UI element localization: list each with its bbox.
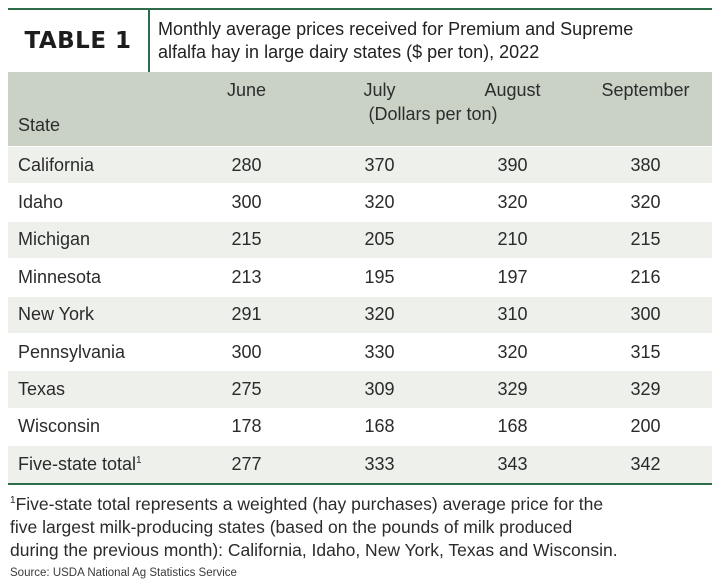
source-note: Source: USDA National Ag Statistics Serv…	[10, 566, 237, 579]
price-cell: 320	[313, 295, 446, 334]
price-cell: 216	[579, 258, 712, 297]
state-cell: Wisconsin	[8, 407, 180, 446]
price-cell: 168	[313, 407, 446, 446]
price-cell: 215	[180, 220, 313, 259]
price-cell: 277	[180, 445, 313, 483]
table-row: Pennsylvania 300 330 320 315	[8, 332, 712, 371]
table-row: Five-state total1 277 333 343 342	[8, 445, 712, 483]
price-cell: 168	[446, 407, 579, 446]
price-cell: 197	[446, 258, 579, 297]
caption-line-2: alfalfa hay in large dairy states ($ per…	[158, 42, 540, 62]
state-name: California	[18, 154, 95, 175]
price-cell: 280	[180, 145, 313, 184]
state-name: Wisconsin	[18, 416, 101, 437]
price-cell: 320	[579, 183, 712, 222]
price-cell: 320	[446, 183, 579, 222]
table-caption: Monthly average prices received for Prem…	[150, 10, 712, 72]
state-name: New York	[18, 304, 95, 325]
price-cell: 380	[579, 145, 712, 184]
state-cell: Minnesota	[8, 258, 180, 297]
state-cell: Pennsylvania	[8, 332, 180, 371]
table-body: California 280 370 390 380 Idaho 300 320 320 320 M…	[8, 145, 712, 483]
price-cell: 329	[446, 370, 579, 409]
price-cell: 213	[180, 258, 313, 297]
month-header: September	[601, 80, 690, 100]
state-name: Minnesota	[18, 266, 102, 287]
units-label: (Dollars per ton)	[368, 104, 498, 124]
price-cell: 300	[180, 183, 313, 222]
table-row: California 280 370 390 380	[8, 145, 712, 184]
price-cell: 205	[313, 220, 446, 259]
price-cell: 370	[313, 145, 446, 184]
title-band: TABLE 1 Monthly average prices received …	[8, 8, 712, 72]
bottom-rule	[8, 482, 712, 485]
price-cell: 215	[579, 220, 712, 259]
state-name: Idaho	[18, 192, 64, 213]
price-cell: 300	[180, 332, 313, 371]
state-cell: Idaho	[8, 183, 180, 222]
state-name: Michigan	[18, 229, 91, 250]
month-header: June	[226, 80, 267, 100]
table-figure: TABLE 1 Monthly average prices received …	[8, 8, 712, 579]
state-cell: Texas	[8, 370, 180, 409]
price-table: State June July August September Califor…	[8, 72, 712, 483]
footnote-marker: 1	[10, 494, 16, 506]
table-row: Idaho 300 320 320 320	[8, 183, 712, 222]
price-cell: 275	[180, 370, 313, 409]
price-cell: 320	[446, 332, 579, 371]
price-cell: 210	[446, 220, 579, 259]
table-row: Wisconsin 178 168 168 200	[8, 407, 712, 446]
price-cell: 195	[313, 258, 446, 297]
footnote-line-1: 1Five-state total represents a weighted …	[10, 493, 712, 516]
state-cell: California	[8, 145, 180, 184]
table-label: TABLE 1	[8, 10, 150, 72]
state-name: Pennsylvania	[18, 341, 126, 362]
table-row: Minnesota 213 195 197 216	[8, 258, 712, 297]
month-header: July	[363, 80, 396, 100]
price-cell: 320	[313, 183, 446, 222]
footnote: 1Five-state total represents a weighted …	[8, 493, 712, 562]
header-row: State June July August September	[8, 72, 712, 147]
state-header: State	[18, 115, 61, 135]
price-cell: 315	[579, 332, 712, 371]
footnote-text: Five-state total represents a weighted (…	[15, 493, 604, 514]
price-cell: 329	[579, 370, 712, 409]
price-cell: 178	[180, 407, 313, 446]
state-name: Texas	[18, 379, 66, 400]
state-cell: Michigan	[8, 220, 180, 259]
footnote-line-3: during the previous month): California, …	[10, 539, 618, 560]
price-cell: 300	[579, 295, 712, 334]
table-row: New York 291 320 310 300	[8, 295, 712, 334]
state-name: Five-state total	[18, 453, 137, 474]
footnote-ref: 1	[136, 454, 142, 466]
table-row: Michigan 215 205 210 215	[8, 220, 712, 259]
price-cell: 390	[446, 145, 579, 184]
price-cell: 333	[313, 445, 446, 483]
price-cell: 342	[579, 445, 712, 483]
table-row: Texas 275 309 329 329	[8, 370, 712, 409]
footnote-line-2: five largest milk-producing states (base…	[10, 516, 573, 537]
state-cell: New York	[8, 295, 180, 334]
price-cell: 330	[313, 332, 446, 371]
price-cell: 343	[446, 445, 579, 483]
price-cell: 291	[180, 295, 313, 334]
price-cell: 200	[579, 407, 712, 446]
caption-line-1: Monthly average prices received for Prem…	[158, 19, 634, 39]
price-cell: 309	[313, 370, 446, 409]
state-cell: Five-state total1	[8, 445, 180, 483]
price-cell: 310	[446, 295, 579, 334]
month-header: August	[484, 80, 541, 100]
